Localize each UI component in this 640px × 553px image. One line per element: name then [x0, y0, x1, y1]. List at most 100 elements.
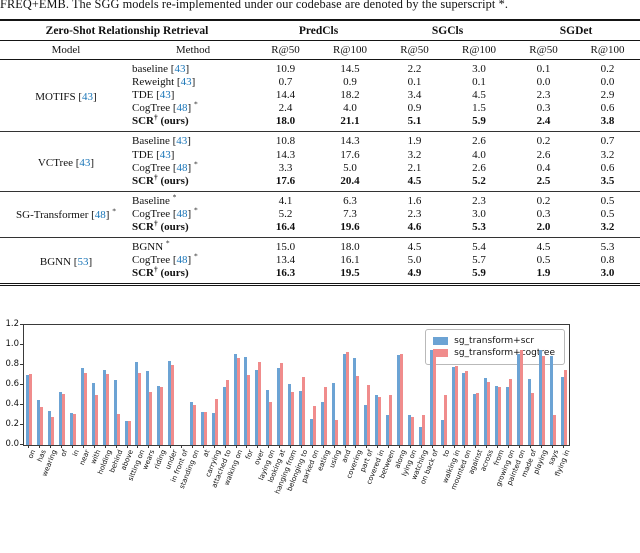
bar-cogtree: [138, 373, 142, 446]
value-cell: 4.5: [407, 241, 422, 254]
table-row: SCR† (ours) 16.4 19.6 4.6 5.3 2.0 3.2: [0, 219, 640, 238]
bar-scr: [375, 395, 379, 446]
value-cell: 0.7: [600, 135, 615, 148]
bar-cogtree: [443, 395, 447, 446]
y-tick-mark: [20, 444, 23, 446]
table-row: TDE [43] 14.3 17.6 3.2 4.0 2.6 3.2: [0, 149, 640, 162]
citation-number: 43: [79, 156, 91, 169]
bar-scr: [462, 373, 466, 446]
value-cell: 14.5: [340, 63, 360, 75]
table-header-task: SGDet: [512, 20, 640, 41]
value-cell: 1.5: [472, 102, 486, 115]
bar-cogtree: [432, 354, 436, 446]
citation-number: 43: [176, 135, 188, 148]
bar-cogtree: [487, 382, 491, 446]
bar-cogtree: [247, 375, 251, 446]
citation-number: 48: [176, 102, 188, 115]
value-cell: 4.5: [407, 174, 422, 187]
bar-cogtree: [498, 387, 502, 446]
bar-scr: [80, 368, 84, 446]
bar-scr: [113, 380, 117, 446]
value-cell: 6.3: [343, 194, 357, 207]
value-cell: 5.9: [472, 267, 486, 280]
value-cell: 16.1: [340, 254, 360, 267]
bar-scr: [364, 405, 368, 446]
bar-scr: [233, 354, 237, 446]
value-cell: 5.0: [343, 161, 357, 174]
value-cell: 2.4: [278, 102, 293, 115]
bar-cogtree: [367, 385, 371, 446]
x-tick-mark: [202, 445, 204, 449]
method-cell: TDE [43]: [132, 89, 175, 102]
bar-cogtree: [40, 407, 44, 446]
method-cell: CogTree [48] *: [132, 159, 198, 174]
x-tick-mark: [61, 445, 63, 449]
bar-cogtree: [171, 365, 175, 446]
bar-scr: [124, 421, 128, 446]
x-tick-mark: [279, 445, 281, 449]
bar-cogtree: [476, 393, 480, 446]
value-cell: 5.3: [472, 221, 486, 234]
value-cell: 2.1: [407, 161, 422, 174]
value-cell: 0.2: [600, 63, 615, 75]
value-cell: 5.2: [472, 174, 486, 187]
bar-scr: [549, 356, 553, 446]
table-row: SCR† (ours) 16.3 19.5 4.9 5.9 1.9 3.0: [0, 265, 640, 285]
bar-cogtree: [280, 363, 284, 446]
bar-scr: [244, 357, 248, 446]
legend-label: sg_transform+scr: [454, 336, 535, 347]
table-row: MOTIFS [43] baseline [43] 10.9 14.5 2.2 3.0 0.…: [0, 60, 640, 103]
value-cell: 4.0: [472, 148, 486, 161]
x-tick-mark: [377, 445, 379, 449]
value-cell: 2.6: [472, 161, 486, 174]
bar-cogtree: [192, 405, 196, 446]
bar-cogtree: [258, 362, 262, 446]
table-subheader-cell: R@50: [512, 40, 576, 60]
bar-scr: [429, 350, 433, 446]
table-row: SCR† (ours) 17.6 20.4 4.5 5.2 2.5 3.5: [0, 173, 640, 192]
value-cell: 2.0: [536, 221, 551, 234]
bar-scr: [495, 386, 499, 446]
value-cell: 18.0: [275, 115, 296, 128]
bar-scr: [211, 413, 215, 446]
value-cell: 13.4: [275, 254, 296, 267]
value-cell: 4.6: [407, 221, 422, 234]
citation-number: 43: [159, 89, 171, 102]
bar-cogtree: [530, 393, 534, 446]
value-cell: 4.0: [343, 102, 357, 115]
bar-cogtree: [29, 374, 33, 446]
model-cell: VCTree [43]: [37, 156, 95, 169]
table-header-task: PredCls: [254, 20, 384, 41]
paper-page: FREQ+EMB. The SGG models re-implemented …: [0, 0, 640, 496]
value-cell: 2.5: [536, 174, 551, 187]
x-tick-mark: [366, 445, 368, 449]
bar-scr: [222, 387, 226, 446]
value-cell: 14.4: [275, 89, 296, 102]
value-cell: 7.3: [343, 207, 357, 220]
bar-cogtree: [421, 415, 425, 446]
y-tick-mark: [20, 324, 23, 326]
x-tick-mark: [442, 445, 444, 449]
bar-cogtree: [127, 421, 131, 446]
table-caption: FREQ+EMB. The SGG models re-implemented …: [0, 0, 640, 13]
bar-scr: [200, 412, 204, 446]
value-cell: 2.6: [472, 135, 486, 148]
bar-cogtree: [356, 376, 360, 446]
x-tick-mark: [333, 445, 335, 449]
x-tick-mark: [420, 445, 422, 449]
value-cell: 4.9: [407, 267, 422, 280]
bar-cogtree: [83, 373, 87, 446]
x-tick-mark: [508, 445, 510, 449]
x-tick-mark: [148, 445, 150, 449]
x-tick-mark: [311, 445, 313, 449]
x-tick-mark: [464, 445, 466, 449]
bar-scr: [516, 354, 520, 446]
bar-cogtree: [389, 395, 393, 446]
value-cell: 0.1: [407, 76, 422, 89]
value-cell: 3.4: [407, 89, 422, 102]
x-tick-mark: [562, 445, 564, 449]
value-cell: 3.0: [600, 267, 615, 280]
x-tick-mark: [137, 445, 139, 449]
value-cell: 19.6: [340, 221, 360, 234]
bar-scr: [527, 379, 531, 446]
